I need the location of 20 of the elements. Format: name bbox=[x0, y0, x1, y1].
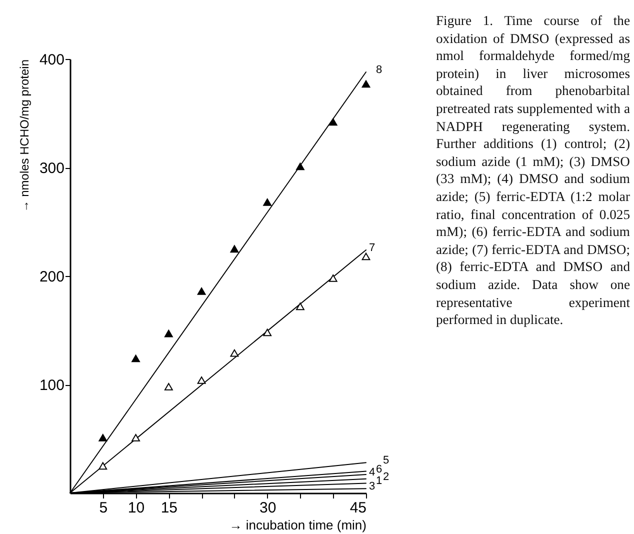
series-label: 1 bbox=[376, 475, 382, 488]
series-label: 7 bbox=[369, 242, 376, 254]
series-label: 5 bbox=[383, 454, 390, 467]
y-axis-title: → nmoles HCHO/mg protein bbox=[17, 60, 32, 212]
series-label: 2 bbox=[383, 470, 390, 483]
series-label: 8 bbox=[376, 64, 382, 76]
series-label: 3 bbox=[369, 480, 376, 493]
series-label: 6 bbox=[376, 463, 382, 476]
x-tick-label: 10 bbox=[128, 500, 145, 516]
y-tick-label: 200 bbox=[39, 268, 64, 286]
x-tick-label: 30 bbox=[259, 500, 276, 516]
x-tick-label: 5 bbox=[99, 500, 108, 516]
series-label: 4 bbox=[369, 466, 376, 479]
x-axis-title: → incubation time (min) bbox=[229, 518, 366, 532]
y-tick-label: 400 bbox=[39, 52, 64, 68]
y-tick-label: 100 bbox=[39, 377, 64, 394]
text: Figure 1. Time course of the oxidation of DMSO (expressed as nmol formaldehyde formed/mg protein) in liver microsomes obtained from phenobarbital pretreated rats supplemented with a NADPH regenerating system. Further additions (1) control; (2) sodium azide (1 mM); (3) DMSO (33 mM); (4) DMSO and sodium azide; (5) ferric-EDTA (1:2 molar ratio, final concentration of 0.025 mM); (6) ferric-EDTA and sodium azide; (7) ferric-EDTA and DMSO; (8) ferric-EDTA and DMSO and sodium azide. Data show one representative experiment performed in duplicate. bbox=[436, 13, 630, 328]
x-tick-label: 45 bbox=[350, 500, 366, 516]
y-tick-label: 300 bbox=[39, 160, 64, 177]
x-tick-label: 15 bbox=[160, 500, 178, 516]
